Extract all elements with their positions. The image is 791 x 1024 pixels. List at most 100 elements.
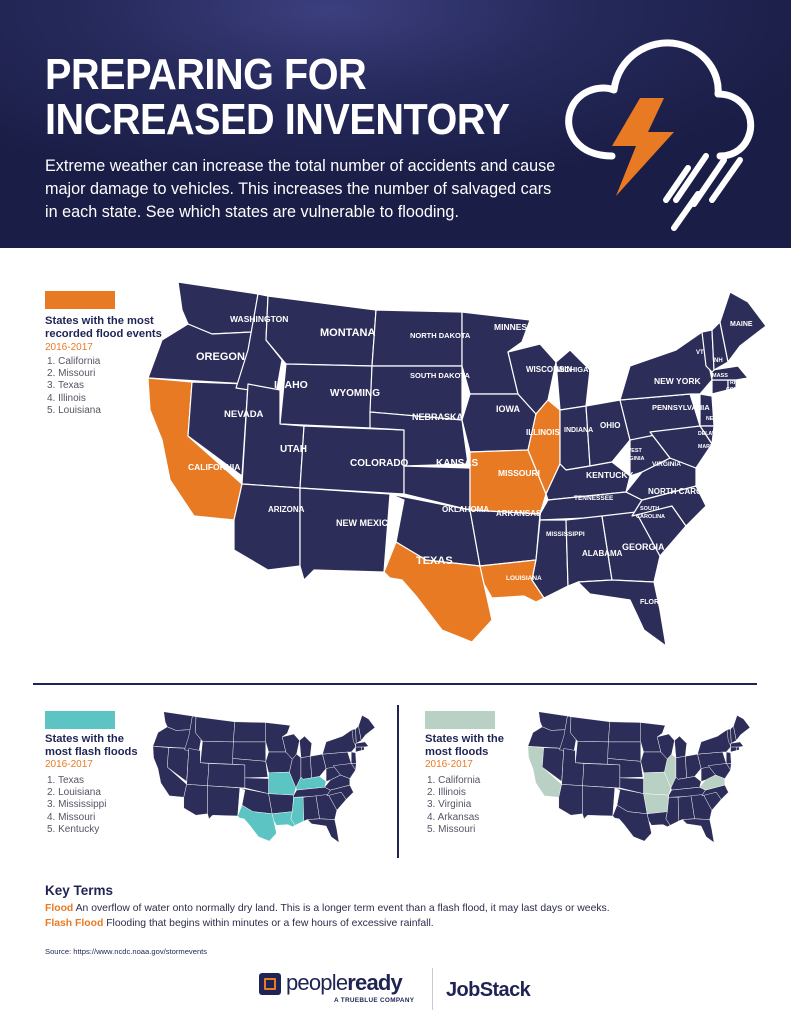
state-label-florida: FLORIDA xyxy=(640,599,671,606)
legend-years: 2016-2017 xyxy=(45,342,93,353)
state-label-west-virginia-2: VIRGINIA xyxy=(620,456,644,462)
section-divider xyxy=(33,683,757,685)
state-label-vt: VT xyxy=(696,350,704,356)
state-label-missouri: MISSOURI xyxy=(498,468,540,478)
key-terms-title: Key Terms xyxy=(45,883,114,898)
main-state-ia xyxy=(461,393,537,453)
state-label-arkansas: ARKANSAS xyxy=(496,509,542,518)
peopleready-logo: peopleready A TRUEBLUE COMPANY xyxy=(259,970,419,1013)
source-citation: Source: https://www.ncdc.noaa.gov/storme… xyxy=(45,947,208,956)
most-state-ct xyxy=(730,746,737,753)
legend-list-flood-events: 1. California 2. Missouri 3. Texas 4. Il… xyxy=(47,356,101,417)
term-flash-flood: Flash Flood Flooding that begins within … xyxy=(45,918,434,929)
state-label-oklahoma: OKLAHOMA xyxy=(442,505,489,514)
most-state-nm xyxy=(582,785,616,820)
legend-title-line: States with the xyxy=(425,733,504,745)
state-label-connecticut: CONNECTICUT xyxy=(726,387,765,393)
state-label-maine: MAINE xyxy=(730,321,753,328)
list-item: 2. Illinois xyxy=(427,787,466,799)
term-word: Flood xyxy=(45,903,74,914)
storm-cloud-lightning-icon xyxy=(565,39,755,231)
flash-state-ri xyxy=(361,746,365,751)
list-item: 1. California xyxy=(47,356,101,367)
most-state-ma xyxy=(730,741,744,748)
state-label-south-dakota: SOUTH DAKOTA xyxy=(410,371,470,380)
main-state-me xyxy=(719,291,767,363)
list-item: 3. Virginia xyxy=(427,799,472,811)
state-label-maryland: MARYLAND xyxy=(698,444,728,450)
brand-bold: ready xyxy=(347,970,403,995)
state-label-minnesota: MINNESOTA xyxy=(494,322,544,332)
state-label-california: CALIFORNIA xyxy=(188,462,240,472)
flash-state-md xyxy=(333,763,356,779)
term-flood: Flood An overflow of water onto normally… xyxy=(45,903,610,914)
state-label-delaware: DELAWARE xyxy=(698,431,728,437)
legend-title-line: States with the xyxy=(45,733,124,745)
term-word: Flash Flood xyxy=(45,918,104,929)
list-item: 2. Missouri xyxy=(47,368,96,380)
most-state-az xyxy=(558,784,583,816)
list-item: 4. Illinois xyxy=(47,392,86,404)
flash-state-ar xyxy=(268,793,294,815)
page-subtitle: Extreme weather can increase the total n… xyxy=(45,157,556,221)
flash-state-or xyxy=(152,726,191,749)
flash-state-mi xyxy=(299,735,312,758)
flash-state-in xyxy=(300,756,312,780)
us-most-floods-map xyxy=(527,711,751,843)
list-item: 5. Louisiana xyxy=(47,404,101,416)
legend-years: 2016-2017 xyxy=(45,759,93,770)
most-state-nj xyxy=(726,751,732,764)
main-state-az xyxy=(233,483,301,571)
state-label-montana: MONTANA xyxy=(320,327,375,339)
main-state-ny xyxy=(619,331,713,401)
flash-state-me xyxy=(358,715,376,741)
state-label-new-mexico: NEW MEXICO xyxy=(336,518,395,528)
state-label-west-virginia-1: WEST xyxy=(626,448,643,454)
title-line-1: PREPARING FOR xyxy=(45,50,367,99)
list-item: 1. Texas xyxy=(47,775,85,786)
us-flash-floods-map xyxy=(152,711,376,843)
list-item: 3. Mississippi xyxy=(47,799,107,811)
us-flood-events-map: WASHINGTON OREGON CALIFORNIA NEVADA IDAHO MON… xyxy=(147,281,770,647)
most-state-ny xyxy=(697,729,731,755)
most-state-fl xyxy=(682,818,715,843)
state-label-alabama: ALABAMA xyxy=(582,549,623,558)
legend-swatch-most-floods xyxy=(425,711,495,729)
legend-title-line: recorded flood events xyxy=(45,328,162,340)
state-label-north-dakota: NORTH DAKOTA xyxy=(410,331,471,340)
list-item: 5. Missouri xyxy=(427,823,476,835)
header-banner: PREPARING FOR INCREASED INVENTORY Extrem… xyxy=(0,0,791,248)
most-state-mt xyxy=(570,716,611,743)
state-label-iowa: IOWA xyxy=(496,404,520,414)
flash-state-nm xyxy=(207,785,241,820)
flash-state-sd xyxy=(232,741,266,762)
state-label-idaho: IDAHO xyxy=(274,379,308,391)
state-label-indiana: INDIANA xyxy=(564,427,593,434)
most-state-in xyxy=(675,756,687,780)
state-label-new-york: NEW YORK xyxy=(654,376,701,386)
peopleready-mark-icon xyxy=(259,973,281,995)
legend-title-line: most floods xyxy=(425,746,489,758)
list-item: 4. Missouri xyxy=(47,811,96,823)
most-state-mi xyxy=(674,735,687,758)
flash-state-wy xyxy=(200,740,234,765)
state-label-utah: UTAH xyxy=(280,444,307,455)
flash-state-ny xyxy=(322,729,356,755)
legend-swatch-flash-floods xyxy=(45,711,115,729)
list-item: 4. Arkansas xyxy=(427,811,480,823)
flash-state-vt xyxy=(351,728,357,745)
footer-divider xyxy=(432,968,433,1010)
main-state-ma xyxy=(711,365,749,381)
brand-light: people xyxy=(286,970,348,995)
legend-list-most-floods: 1. California 2. Illinois 3. Virginia 4.… xyxy=(427,775,480,836)
state-label-washington: WASHINGTON xyxy=(230,314,288,324)
main-state-in xyxy=(559,405,591,471)
flash-state-nj xyxy=(351,751,357,764)
page-title: PREPARING FOR INCREASED INVENTORY xyxy=(45,52,513,142)
state-label-mississippi: MISSISSIPPI xyxy=(546,531,585,538)
state-label-wisconsin: WISCONSIN xyxy=(526,365,572,374)
state-label-new-jersey: NEW JERSEY xyxy=(706,416,741,422)
state-label-mass: MASS xyxy=(712,373,728,379)
main-state-tx xyxy=(383,541,493,643)
most-state-tx xyxy=(612,804,652,842)
